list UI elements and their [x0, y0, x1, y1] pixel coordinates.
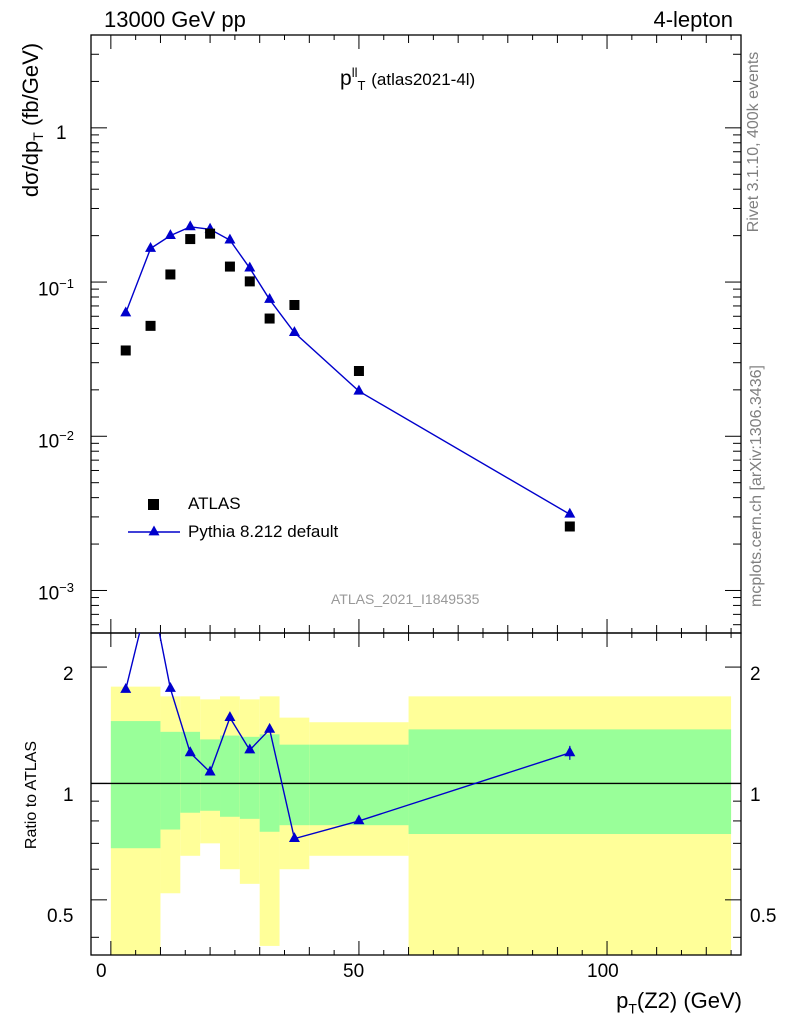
legend-label-atlas: ATLAS [188, 494, 241, 513]
ratio-point-2 [164, 682, 176, 692]
pythia-point-9 [353, 384, 365, 395]
main-plot-title: pllT (atlas2021-4l) [340, 65, 476, 94]
ratio-ytick-2-left: 2 [63, 664, 74, 685]
ratio-point-0 [120, 682, 132, 693]
inner-band-2 [180, 731, 201, 813]
atlas-point-3 [185, 234, 196, 245]
ytick-label-0.1: 10−1 [38, 276, 74, 301]
inner-band-7 [279, 744, 310, 826]
ytick-label-0.001: 10−3 [38, 580, 74, 605]
atlas-point-10 [564, 521, 575, 532]
pythia-point-6 [244, 261, 256, 272]
header-right: 4-lepton [653, 7, 733, 32]
pythia-line [125, 226, 571, 515]
atlas-point-8 [289, 299, 300, 310]
atlas-point-2 [165, 269, 176, 280]
ratio-point-3 [184, 746, 196, 757]
inner-band-0 [110, 721, 161, 849]
analysis-watermark: ATLAS_2021_I1849535 [331, 591, 480, 607]
inner-band-5 [239, 736, 260, 819]
inner-band-9 [408, 729, 732, 835]
ratio-point-6 [244, 743, 256, 754]
ratio-uncertainty-bands [110, 686, 732, 955]
inner-band-4 [220, 735, 240, 817]
main-frame [90, 34, 742, 634]
ytick-label-1: 1 [56, 123, 67, 144]
data-markers [120, 220, 576, 842]
pythia-point-10 [564, 507, 576, 518]
ratio-ylabel: Ratio to ATLAS [23, 740, 40, 850]
ytick-label-0.01: 10−2 [38, 428, 74, 453]
x-axis-label: pT(Z2) (GeV) [616, 987, 742, 1016]
ratio-ytick-1-left: 1 [63, 785, 74, 806]
pythia-point-3 [184, 220, 196, 231]
ratio-point-8 [288, 832, 300, 842]
ratio-ytick-1-right: 1 [750, 785, 761, 806]
legend-label-pythia: Pythia 8.212 default [188, 522, 339, 541]
inner-band-8 [309, 744, 409, 826]
atlas-point-4 [205, 228, 216, 239]
atlas-point-6 [244, 276, 255, 287]
inner-band-1 [160, 731, 181, 830]
pythia-point-7 [264, 293, 276, 303]
legend-icons [128, 499, 180, 536]
atlas-point-1 [145, 320, 156, 331]
ratio-point-9 [353, 814, 365, 825]
pythia-point-1 [145, 241, 157, 252]
legend-icon-atlas [148, 499, 159, 510]
ratio-point-4 [204, 765, 216, 776]
axes-frames [90, 34, 742, 956]
ratio-point-5 [224, 711, 236, 721]
ratio-ytick-0.5-left: 0.5 [47, 906, 74, 927]
atlas-point-9 [353, 365, 364, 376]
mcplots-info: mcplots.cern.ch [arXiv:1306.3436] [748, 365, 765, 607]
pythia-point-8 [288, 326, 300, 336]
ratio-ytick-2-right: 2 [750, 664, 761, 685]
ratio-ytick-0.5-right: 0.5 [750, 906, 777, 927]
header-left: 13000 GeV pp [104, 7, 246, 32]
pythia-point-5 [224, 233, 236, 244]
pythia-point-2 [164, 229, 176, 240]
rivet-info: Rivet 3.1.10, 400k events [745, 51, 762, 233]
legend-icon-pythia [148, 525, 160, 536]
ratio-point-7 [264, 722, 276, 733]
xtick-label-100: 100 [587, 961, 619, 982]
xtick-label-0: 0 [96, 961, 107, 982]
atlas-point-0 [120, 345, 131, 356]
xtick-label-50: 50 [343, 961, 365, 982]
atlas-point-5 [224, 261, 235, 272]
ratio-frame [90, 632, 742, 956]
pythia-point-0 [120, 306, 132, 317]
axis-ticks [91, 34, 741, 955]
atlas-point-7 [264, 313, 275, 324]
main-ylabel: dσ/dpT (fb/GeV) [17, 42, 47, 198]
